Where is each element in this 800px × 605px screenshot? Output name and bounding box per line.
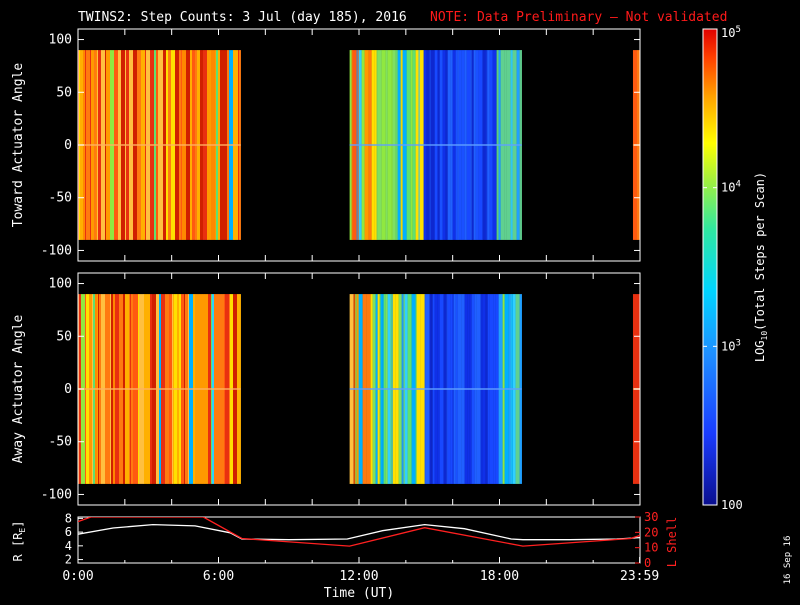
time-axis-label: Time (UT) — [324, 586, 394, 600]
y-tick-label: -50 — [49, 191, 72, 206]
lshell-tick-label: 30 — [644, 510, 658, 524]
away-panel: 100 50 0 -50 -100 Away Actuator Angle — [11, 273, 640, 505]
colorbar: 105 104 103 100 LOG10(Total Steps per Scan) — [703, 25, 769, 512]
x-tick-label: 23:59 — [620, 569, 659, 584]
away-y-axis-label: Away Actuator Angle — [11, 314, 26, 463]
x-tick-label: 0:00 — [62, 569, 93, 584]
lshell-tick-label: 0 — [644, 556, 651, 570]
lshell-tick-label: 10 — [644, 541, 658, 555]
toward-y-axis-label: Toward Actuator Angle — [11, 63, 26, 228]
date-stamp: 16 Sep 16 — [783, 536, 793, 585]
radius-line — [78, 525, 640, 540]
lshell-tick-label: 20 — [644, 525, 658, 539]
zero-angle-line — [350, 388, 522, 390]
y-tick-label: -50 — [49, 435, 72, 450]
colorbar-gradient — [703, 29, 717, 505]
y-tick-label: 100 — [49, 277, 72, 292]
y-tick-label: -100 — [41, 243, 72, 258]
y-tick-label: 100 — [49, 33, 72, 48]
y-tick-label: 50 — [56, 329, 72, 344]
radius-axis-label: R [RE] — [11, 521, 27, 562]
zero-angle-line — [78, 144, 241, 146]
radius-tick-label: 2 — [65, 553, 72, 567]
toward-heatmap — [78, 50, 640, 240]
zero-angle-line — [350, 144, 522, 146]
lshell-line — [78, 517, 640, 546]
orbit-lines — [78, 517, 640, 546]
radius-tick-label: 4 — [65, 539, 72, 553]
radius-tick-label: 6 — [65, 525, 72, 539]
lshell-axis-label: L Shell — [665, 517, 679, 568]
preliminary-note: NOTE: Data Preliminary – Not validated — [430, 10, 727, 25]
y-tick-label: 50 — [56, 85, 72, 100]
colorbar-tick-label: 104 — [721, 180, 741, 195]
radius-tick-label: 8 — [65, 511, 72, 525]
figure-title: TWINS2: Step Counts: 3 Jul (day 185), 20… — [78, 10, 407, 25]
x-tick-label: 18:00 — [480, 569, 519, 584]
x-tick-label: 6:00 — [203, 569, 234, 584]
zero-angle-line — [78, 388, 241, 390]
colorbar-tick-label: 100 — [721, 498, 743, 512]
toward-panel: 100 50 0 -50 -100 Toward Actuator Angle — [11, 29, 640, 261]
colorbar-tick-label: 103 — [721, 338, 741, 353]
y-tick-label: 0 — [64, 382, 72, 397]
colorbar-label: LOG10(Total Steps per Scan) — [753, 172, 769, 362]
y-tick-label: -100 — [41, 487, 72, 502]
away-heatmap — [78, 294, 640, 484]
y-tick-label: 0 — [64, 138, 72, 153]
x-tick-label: 12:00 — [339, 569, 378, 584]
colorbar-tick-label: 105 — [721, 25, 741, 40]
